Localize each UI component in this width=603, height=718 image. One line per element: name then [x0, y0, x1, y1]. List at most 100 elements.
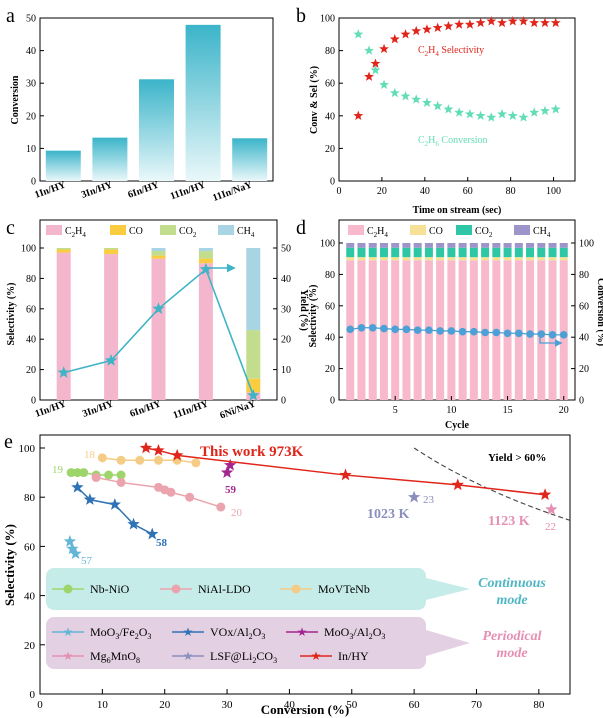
point-b-selectivity [529, 17, 540, 28]
label-1123k: 1123 K [488, 514, 530, 529]
point-b-conversion [507, 110, 518, 121]
xtick-label-d: 10 [446, 405, 456, 416]
conversion-point-d [492, 328, 501, 337]
bar-d-ch4 [481, 243, 490, 248]
ytick-label-d-right: 0 [579, 396, 584, 407]
bar-d-co2 [368, 247, 377, 258]
point-in-hy [170, 448, 184, 461]
panel-label-c: c [6, 217, 15, 239]
bar-d-c2h4 [559, 260, 568, 400]
bar-d-co2 [458, 247, 467, 258]
point-b-conversion [443, 104, 454, 114]
bar-c-co2 [246, 330, 261, 379]
legend-swatch-d-co2 [456, 225, 472, 235]
panel-d-xlabel: Cycle [445, 420, 469, 431]
point-b-selectivity [379, 43, 389, 54]
legend-label-d-co2: CO2 [475, 226, 493, 239]
bar-d-co [379, 257, 388, 261]
point-b-conversion [400, 91, 411, 101]
bar-c-co [246, 378, 261, 393]
yield-point-c [152, 302, 165, 315]
bar-d-co2 [413, 247, 422, 258]
point-b-selectivity [389, 33, 400, 44]
yield-point-c [247, 388, 260, 401]
xtick-label-c: 6In/HY [128, 398, 163, 420]
panel-label-d: d [296, 217, 306, 239]
bar-d-co [492, 257, 501, 261]
point-movtenb [135, 455, 145, 465]
bar-d-co [368, 257, 377, 261]
panel-e-frame [39, 434, 571, 695]
xtick-label-e: 10 [97, 699, 109, 711]
point-nial-ldo [185, 492, 195, 502]
bar-d-co2 [548, 247, 557, 258]
bar-c-ch4 [198, 248, 213, 252]
bar-d-co [481, 257, 490, 261]
legend-lsf: ★ LSF@Li2CO3 [172, 649, 277, 665]
ytick-label-a: 30 [26, 79, 36, 90]
legend-label-c-co2: CO2 [179, 226, 197, 239]
ytick-label-c-right: 50 [281, 244, 291, 255]
bar-a-6In/HY [139, 79, 174, 181]
panel-label-e: e [4, 431, 13, 453]
ytick-label-e: 80 [24, 492, 36, 504]
xtick-label-d: 5 [393, 405, 398, 416]
bar-c-co [56, 249, 71, 253]
point-movtenb [97, 453, 107, 463]
bar-d-co2 [346, 247, 355, 258]
bar-d-co2 [503, 247, 512, 258]
bar-d-co2 [492, 247, 501, 258]
point-movtenb [153, 455, 163, 465]
ref-57: 57 [81, 555, 93, 567]
legend-nbnio: Nb-NiO [52, 582, 130, 596]
bar-d-co2 [436, 247, 445, 258]
conversion-point-d [458, 327, 467, 336]
point-b-selectivity [464, 19, 475, 29]
xtick-label-d: 15 [503, 405, 513, 416]
point-nial-ldo [91, 473, 101, 483]
bar-d-co2 [447, 247, 456, 258]
bar-d-co [436, 257, 445, 261]
ytick-label-c-right: 20 [281, 335, 291, 346]
xtick-label-a: 11In/NaY [211, 179, 254, 204]
bar-d-ch4 [402, 243, 411, 248]
point-vox-al2o3 [127, 517, 140, 530]
ytick-label-c-left: 0 [31, 396, 36, 407]
xtick-label-b: 60 [463, 186, 473, 197]
point-moo3-al2o3 [223, 458, 237, 471]
panel-d-frame [338, 219, 576, 401]
xtick-label-b: 20 [377, 186, 387, 197]
conversion-point-d [368, 323, 377, 332]
conversion-point-d [380, 324, 388, 333]
point-b-selectivity [400, 29, 411, 39]
legend-swatch-c-ch4 [218, 225, 234, 235]
bar-d-ch4 [492, 243, 501, 248]
ref-18: 18 [84, 449, 96, 461]
legend-swatch-d-ch4 [514, 225, 530, 235]
svg-text:★: ★ [311, 649, 322, 663]
xtick-label-c: 3In/HY [81, 398, 116, 420]
panel-d-ylabel-left: Selectivity (%) [308, 284, 319, 347]
point-b-conversion [497, 108, 507, 119]
bar-d-ch4 [391, 243, 400, 248]
panel-e: Selectivity (%) Conversion (%) 0 20 40 60 80… [2, 434, 571, 717]
conversion-point-d [526, 330, 534, 338]
point-b-selectivity [540, 17, 550, 28]
conversion-point-d [470, 327, 478, 336]
legend-label-d-co: CO [429, 226, 443, 237]
point-vox-al2o3 [71, 480, 84, 493]
periodical-mode-pointer [426, 630, 470, 656]
ytick-label-b: 0 [330, 177, 335, 188]
ytick-label-d-left: 0 [330, 396, 335, 407]
conversion-point-d [346, 325, 355, 334]
point-b-selectivity [497, 17, 507, 28]
ref-22: 22 [545, 521, 556, 533]
xtick-label-b: 0 [337, 186, 342, 197]
ytick-label-c-right: 30 [281, 304, 291, 315]
point-b-conversion [529, 107, 540, 117]
ref-23: 23 [423, 494, 435, 506]
panel-c-ylabel-left: Selectivity (%) [6, 282, 17, 345]
continuous-label: Continuous [478, 576, 546, 591]
point-b-selectivity [370, 58, 381, 68]
